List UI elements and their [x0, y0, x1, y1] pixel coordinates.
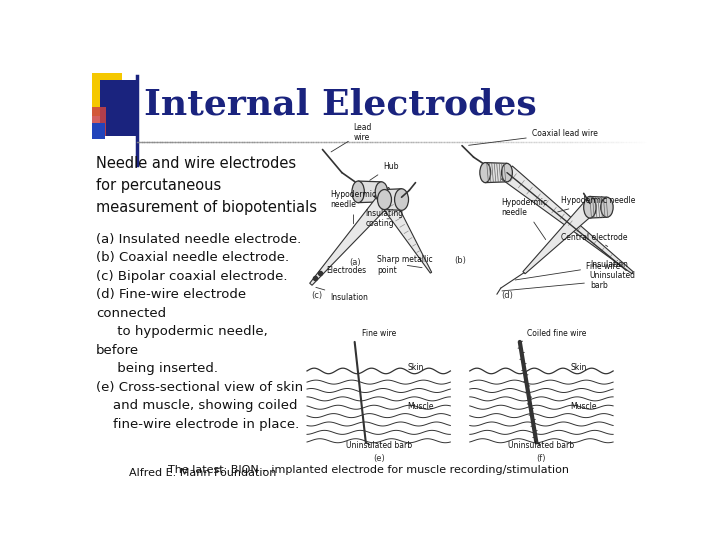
Text: Uninsulated
barb: Uninsulated barb [502, 271, 636, 291]
Text: Insulation: Insulation [590, 260, 628, 268]
Polygon shape [590, 197, 607, 218]
Text: (e): (e) [373, 454, 384, 463]
Text: Needle and wire electrodes
for percutaneous
measurement of biopotentials: Needle and wire electrodes for percutane… [96, 156, 318, 215]
Polygon shape [374, 187, 432, 273]
Text: Hypodermic
needle: Hypodermic needle [330, 190, 377, 224]
Polygon shape [384, 189, 402, 211]
Polygon shape [502, 166, 633, 274]
Text: Uninsulated barb: Uninsulated barb [508, 441, 575, 450]
Text: Fine wire: Fine wire [515, 262, 620, 280]
Bar [100, 80, 136, 136]
Ellipse shape [352, 181, 364, 202]
Text: Insulation: Insulation [316, 287, 368, 302]
Text: Uninsulated barb: Uninsulated barb [346, 441, 412, 450]
Ellipse shape [584, 197, 596, 218]
Ellipse shape [395, 189, 408, 211]
Bar [92, 107, 107, 137]
Text: Central electrode: Central electrode [561, 233, 628, 247]
Text: Lead
wire: Lead wire [331, 123, 372, 152]
Polygon shape [358, 181, 382, 202]
Polygon shape [523, 202, 595, 274]
Text: Hypodermic needle: Hypodermic needle [558, 197, 636, 212]
Text: (d): (d) [500, 291, 513, 300]
Text: Hub: Hub [370, 162, 398, 180]
Text: Coiled fine wire: Coiled fine wire [527, 329, 586, 338]
Text: (f): (f) [536, 454, 546, 463]
Text: (b): (b) [454, 256, 466, 266]
Text: (a): (a) [350, 258, 361, 267]
Text: Muscle: Muscle [408, 402, 434, 411]
Ellipse shape [600, 197, 613, 217]
Bar [92, 123, 104, 139]
Ellipse shape [375, 182, 387, 202]
Text: Hypodermic
needle: Hypodermic needle [500, 198, 547, 240]
Text: Muscle: Muscle [570, 402, 597, 411]
Polygon shape [310, 194, 390, 285]
Ellipse shape [480, 163, 490, 183]
Text: Insulating
coating: Insulating coating [365, 209, 403, 228]
Text: (a) Insulated needle electrode.
(b) Coaxial needle electrode.
(c) Bipolar coaxia: (a) Insulated needle electrode. (b) Coax… [96, 233, 303, 431]
Text: Coaxial lead wire: Coaxial lead wire [469, 129, 598, 145]
Text: The latest: BION – implanted electrode for muscle recording/stimulation: The latest: BION – implanted electrode f… [168, 465, 570, 475]
Text: Alfred E. Mann Foundation: Alfred E. Mann Foundation [129, 468, 276, 477]
Text: Electrodes: Electrodes [320, 266, 366, 275]
Text: (c): (c) [311, 291, 322, 300]
Polygon shape [485, 163, 507, 183]
Text: Skin: Skin [408, 363, 424, 372]
Text: Fine wire: Fine wire [362, 329, 396, 338]
Text: Skin: Skin [570, 363, 587, 372]
Ellipse shape [377, 190, 392, 210]
Ellipse shape [502, 164, 513, 182]
Bar [92, 72, 122, 116]
Text: Sharp metallic
point: Sharp metallic point [377, 255, 433, 275]
Text: Internal Electrodes: Internal Electrodes [144, 88, 537, 122]
